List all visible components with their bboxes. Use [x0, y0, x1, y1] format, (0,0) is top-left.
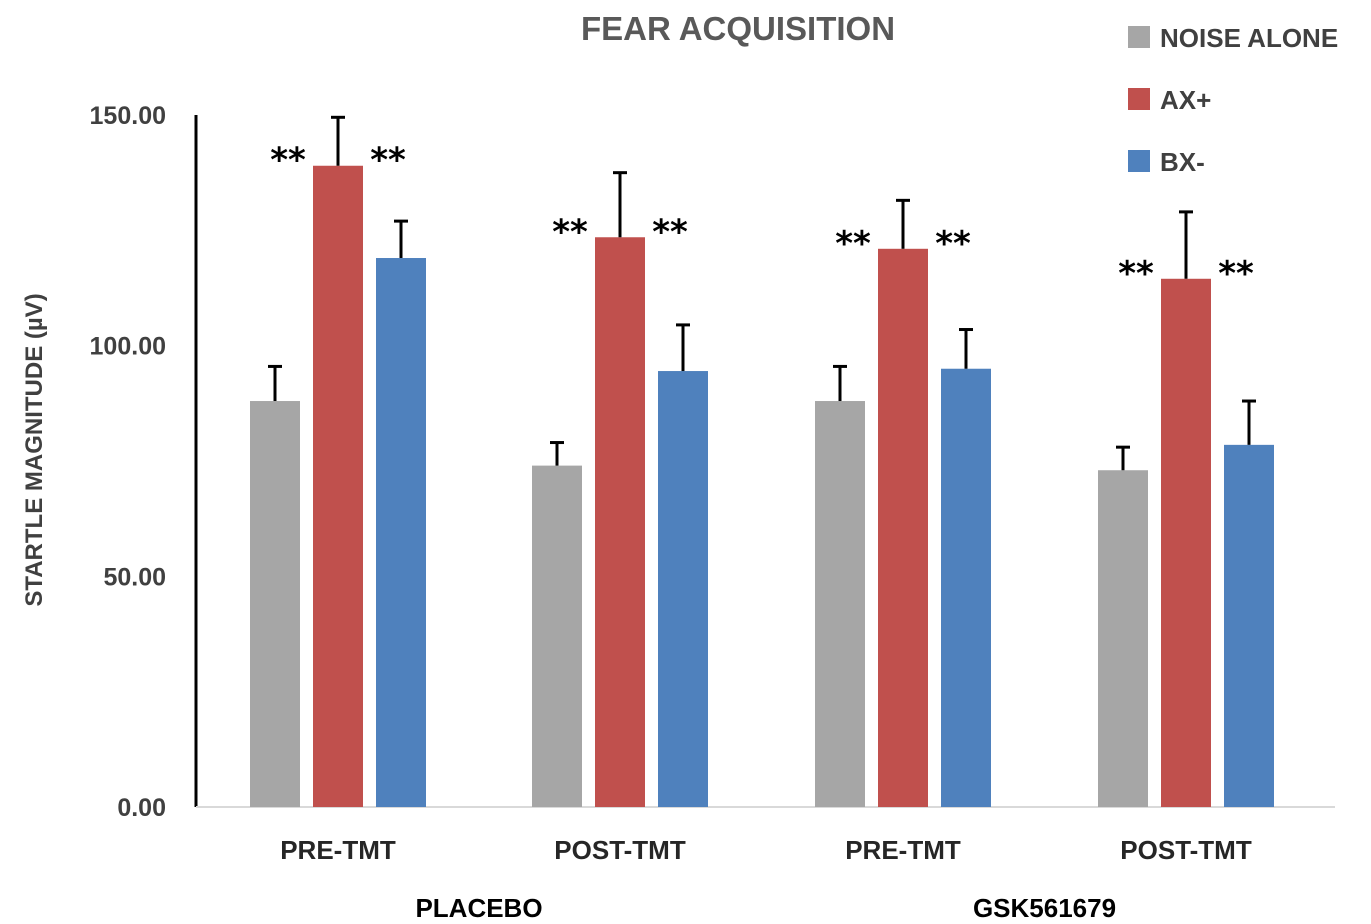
legend-swatch: [1128, 150, 1150, 172]
bar-0-3: [1098, 470, 1148, 807]
legend-swatch: [1128, 88, 1150, 110]
y-tick-label: 100.00: [90, 333, 166, 361]
y-tick-label: 50.00: [103, 563, 166, 591]
bar-2-1: [658, 371, 708, 807]
category-labels: PRE-TMT POST-TMT PRE-TMT POST-TMT: [280, 835, 1252, 865]
y-axis-label: STARTLE MAGNITUDE (µV): [21, 293, 48, 606]
bar-2-3: [1224, 444, 1274, 807]
bar-1-0: [313, 165, 363, 807]
category-label: PRE-TMT: [280, 835, 396, 865]
bars-layer: ** ** ** ** ** ** ** **: [250, 115, 1274, 808]
y-tick-label: 150.00: [90, 102, 166, 130]
y-axis-ticks: 0.00 50.00 100.00 150.00: [90, 102, 166, 822]
bar-1-3: [1161, 278, 1211, 808]
chart-title: FEAR ACQUISITION: [581, 10, 895, 47]
legend-label: NOISE ALONE: [1160, 23, 1338, 53]
category-label: POST-TMT: [554, 835, 686, 865]
significance-marker: **: [1118, 254, 1154, 294]
significance-marker: **: [835, 224, 871, 264]
bar-2-0: [376, 258, 426, 808]
bar-1-1: [595, 237, 645, 808]
significance-marker: **: [652, 212, 688, 252]
bar-1-2: [878, 248, 928, 807]
group-label: GSK561679: [973, 893, 1116, 923]
group-label: PLACEBO: [415, 893, 542, 923]
legend: NOISE ALONE AX+ BX-: [1128, 23, 1338, 177]
bar-0-2: [815, 401, 865, 807]
group-labels: PLACEBO GSK561679: [415, 893, 1116, 923]
legend-label: AX+: [1160, 85, 1211, 115]
bar-0-1: [532, 465, 582, 807]
significance-marker: **: [552, 212, 588, 252]
significance-marker: **: [1218, 254, 1254, 294]
legend-swatch: [1128, 26, 1150, 48]
category-label: POST-TMT: [1120, 835, 1252, 865]
y-tick-label: 0.00: [117, 794, 166, 822]
category-label: PRE-TMT: [845, 835, 961, 865]
significance-marker: **: [370, 141, 406, 181]
significance-marker: **: [935, 224, 971, 264]
bar-2-2: [941, 368, 991, 807]
legend-label: BX-: [1160, 147, 1205, 177]
significance-marker: **: [270, 141, 306, 181]
bar-0-0: [250, 401, 300, 807]
